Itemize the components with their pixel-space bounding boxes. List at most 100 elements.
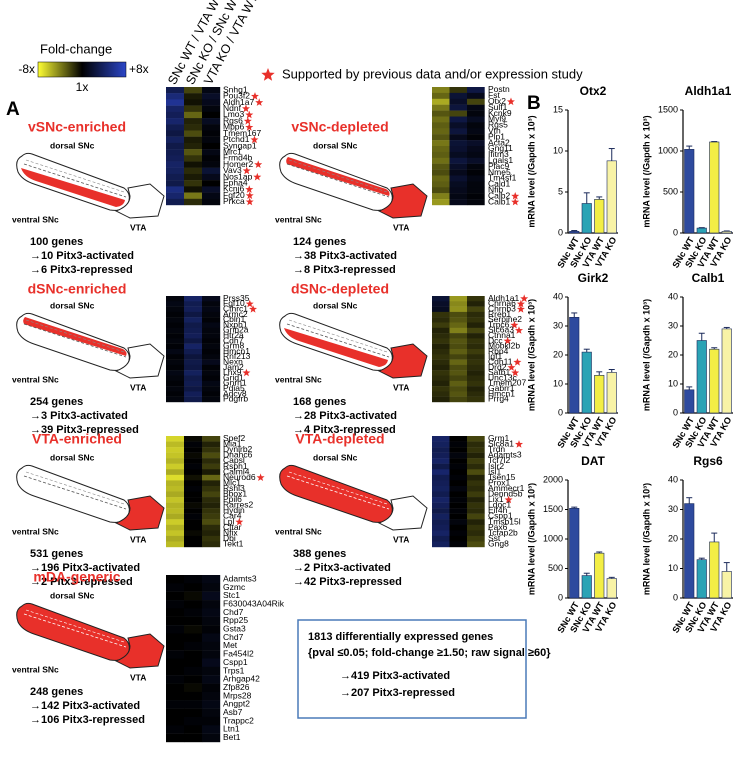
heatmap-cell bbox=[202, 485, 221, 492]
heatmap-cell bbox=[449, 541, 468, 548]
bar bbox=[606, 160, 617, 234]
heatmap-cell bbox=[467, 110, 485, 117]
gene-label: Nxph1 bbox=[223, 319, 248, 329]
heatmap-cell bbox=[184, 327, 203, 334]
heatmap-cell bbox=[467, 98, 485, 105]
heatmap-cell bbox=[467, 151, 485, 158]
region-label: ventral SNc bbox=[275, 374, 322, 384]
heatmap-cell bbox=[166, 333, 185, 339]
heatmap-cell bbox=[449, 391, 468, 397]
y-tick-label: 20 bbox=[668, 349, 678, 359]
heatmap-cell bbox=[202, 118, 221, 125]
heatmap-cell bbox=[166, 508, 185, 514]
heatmap-cell bbox=[184, 173, 203, 181]
gene-label: Tmem207 bbox=[488, 378, 527, 388]
heatmap-cell bbox=[202, 173, 221, 181]
y-tick-label: 0 bbox=[558, 592, 563, 602]
star-marker bbox=[504, 495, 513, 504]
star-marker bbox=[507, 97, 515, 106]
gene-label: Angpt2 bbox=[223, 699, 250, 709]
heatmap-cell bbox=[184, 349, 203, 355]
gene-label: Met bbox=[223, 640, 238, 650]
gene-label: Lgals1 bbox=[488, 155, 513, 165]
heatmap-cell bbox=[184, 317, 203, 323]
heatmap-cell bbox=[467, 338, 485, 344]
heatmap-cell bbox=[449, 151, 468, 158]
heatmap-cell bbox=[184, 463, 203, 470]
heatmap-cell bbox=[432, 87, 450, 94]
heatmap-cell bbox=[202, 186, 221, 193]
heatmap-cell bbox=[449, 327, 468, 334]
heatmap-cell bbox=[166, 93, 185, 100]
region-label: ventral SNc bbox=[275, 526, 322, 536]
heatmap-cell bbox=[184, 354, 203, 360]
heatmap-cell bbox=[432, 146, 450, 153]
vta-outline bbox=[377, 495, 428, 531]
gene-label: Dnahc6 bbox=[223, 450, 253, 460]
heatmap-cell bbox=[184, 338, 203, 344]
heatmap-cell bbox=[449, 535, 468, 542]
heatmap-cell bbox=[432, 134, 450, 141]
activated-count: →2 Pitx3-activated bbox=[293, 562, 391, 574]
heatmap-cell bbox=[166, 386, 185, 392]
heatmap-cell bbox=[467, 134, 485, 141]
summary-text: 1813 differentially expressed genes bbox=[308, 631, 493, 643]
gene-label: F630043A04Rik bbox=[223, 598, 285, 608]
heatmap-cell bbox=[202, 441, 221, 448]
gene-label: Hmcn1 bbox=[223, 346, 250, 356]
heatmap-cell bbox=[202, 87, 221, 94]
heatmap-cell bbox=[467, 301, 485, 307]
gene-label: Ptchd1 bbox=[223, 134, 250, 144]
legend-min-label: -8x bbox=[18, 62, 35, 76]
gene-label: Lhx9 bbox=[223, 367, 242, 377]
gene-label: Satb1 bbox=[488, 367, 510, 377]
gene-label: Islr2 bbox=[488, 461, 504, 471]
heatmap-cell bbox=[449, 92, 468, 99]
gene-label: Arhgap42 bbox=[223, 674, 260, 684]
heatmap-cell bbox=[449, 140, 468, 147]
heatmap-cell bbox=[184, 380, 203, 387]
heatmap-cell bbox=[202, 180, 221, 187]
gene-label: Calb1 bbox=[488, 196, 510, 206]
gene-label: Rreb1 bbox=[488, 309, 511, 319]
heatmap-cell bbox=[432, 349, 450, 355]
heatmap-cell bbox=[202, 530, 221, 537]
heatmap-cell bbox=[467, 375, 485, 381]
heatmap-cell bbox=[467, 296, 485, 302]
heatmap-cell bbox=[467, 157, 485, 164]
heatmap-cell bbox=[432, 157, 450, 164]
heatmap-cell bbox=[467, 317, 485, 323]
heatmap-cell bbox=[184, 192, 203, 199]
heatmap-cell bbox=[202, 99, 221, 106]
heatmap-cell bbox=[432, 163, 450, 170]
gene-label: Rarres2 bbox=[223, 500, 254, 510]
bar bbox=[709, 141, 720, 234]
gene-label: Ldoc1 bbox=[488, 500, 511, 510]
region-label: dorsal SNc bbox=[50, 452, 95, 462]
heatmap-cell bbox=[467, 122, 485, 129]
region-boundary bbox=[25, 471, 125, 505]
vta-outline bbox=[114, 495, 165, 531]
heatmap-cell bbox=[184, 633, 203, 642]
gene-label: Serpine2 bbox=[488, 314, 522, 324]
gene-label: Nos1ap bbox=[223, 171, 253, 181]
heatmap-cell bbox=[184, 452, 203, 459]
heatmap-cell bbox=[449, 458, 468, 464]
heatmap-cell bbox=[467, 513, 485, 520]
heatmap-cell bbox=[449, 359, 468, 366]
heatmap-cell bbox=[184, 641, 203, 651]
heatmap-cell bbox=[202, 508, 221, 514]
heatmap-cell bbox=[449, 364, 468, 371]
y-tick-label: 1000 bbox=[543, 533, 563, 543]
heatmap-cell bbox=[432, 370, 450, 376]
gene-label: Gzmc bbox=[223, 582, 246, 592]
heatmap-cell bbox=[432, 116, 450, 123]
star-marker bbox=[255, 98, 264, 106]
heatmap-cell bbox=[202, 359, 221, 366]
heatmap-cell bbox=[166, 186, 185, 193]
activated-count: →142 Pitx3-activated bbox=[30, 700, 140, 712]
gene-label: Tmem167 bbox=[223, 128, 262, 138]
repressed-count: →6 Pitx3-repressed bbox=[30, 264, 133, 276]
heatmap-cell bbox=[467, 485, 485, 492]
